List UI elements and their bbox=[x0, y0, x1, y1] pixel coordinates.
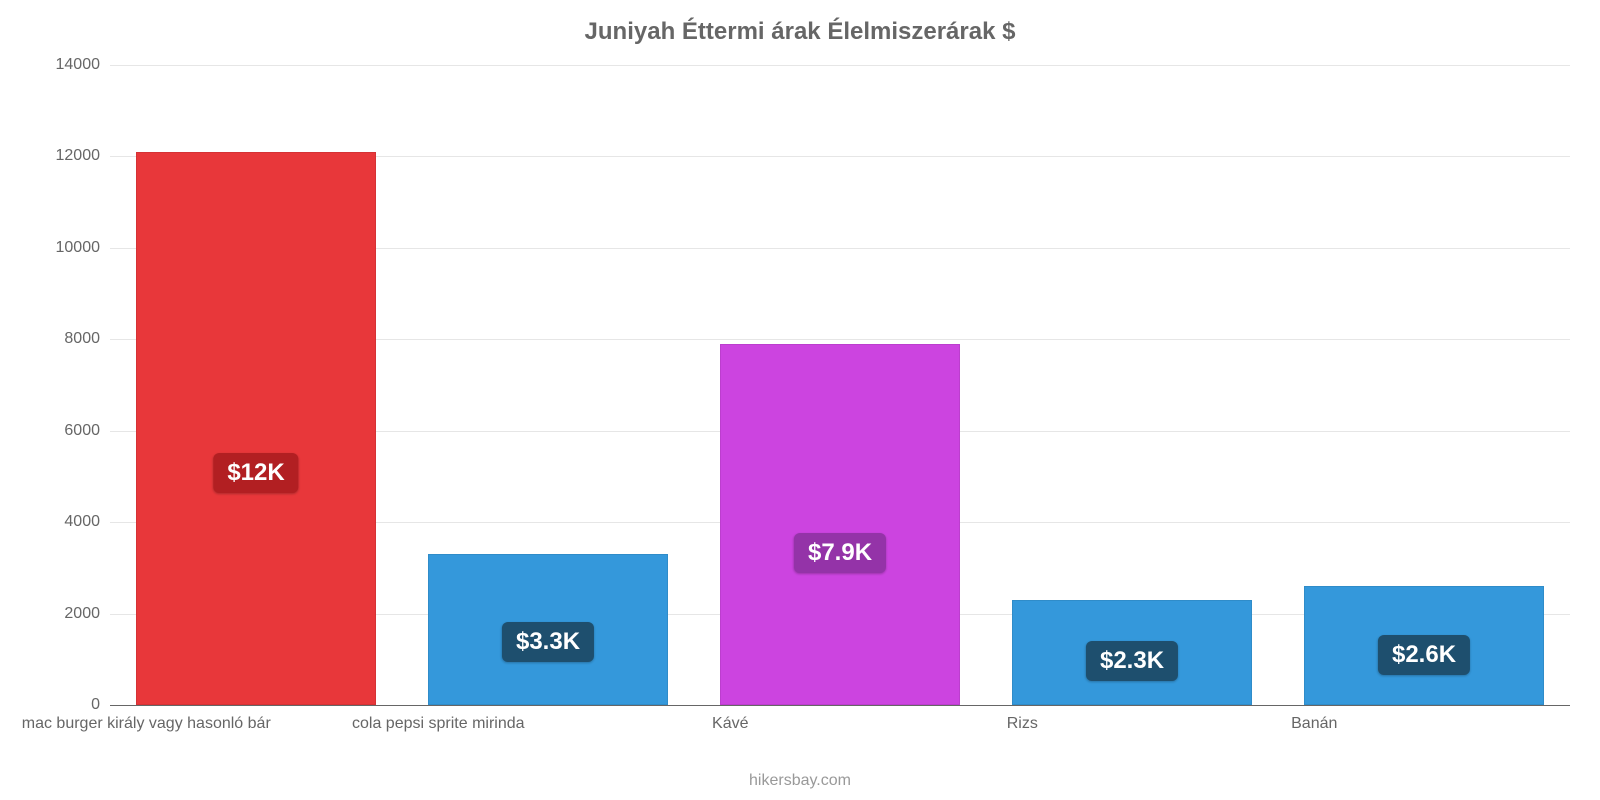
bar bbox=[136, 152, 375, 705]
ytick-label: 12000 bbox=[20, 147, 100, 165]
xtick-label: mac burger király vagy hasonló bár bbox=[22, 715, 271, 733]
bar-chart: Juniyah Éttermi árak Élelmiszerárak $ $1… bbox=[0, 0, 1600, 800]
xtick-label: Rizs bbox=[1007, 715, 1038, 733]
gridline bbox=[110, 65, 1570, 66]
ytick-label: 0 bbox=[20, 696, 100, 714]
value-badge: $2.6K bbox=[1378, 635, 1470, 675]
value-badge: $3.3K bbox=[502, 622, 594, 662]
plot-area: $12K $3.3K $7.9K $2.3K $2.6K bbox=[110, 65, 1570, 706]
chart-attribution: hikersbay.com bbox=[0, 772, 1600, 790]
bar bbox=[720, 344, 959, 705]
ytick-label: 14000 bbox=[20, 56, 100, 74]
ytick-label: 10000 bbox=[20, 239, 100, 257]
value-badge: $12K bbox=[213, 453, 298, 493]
xtick-label: Banán bbox=[1291, 715, 1337, 733]
xtick-label: Kávé bbox=[712, 715, 748, 733]
ytick-label: 6000 bbox=[20, 422, 100, 440]
value-badge: $7.9K bbox=[794, 533, 886, 573]
xtick-label: cola pepsi sprite mirinda bbox=[352, 715, 525, 733]
ytick-label: 4000 bbox=[20, 513, 100, 531]
ytick-label: 8000 bbox=[20, 330, 100, 348]
chart-title: Juniyah Éttermi árak Élelmiszerárak $ bbox=[0, 18, 1600, 46]
ytick-label: 2000 bbox=[20, 605, 100, 623]
value-badge: $2.3K bbox=[1086, 641, 1178, 681]
